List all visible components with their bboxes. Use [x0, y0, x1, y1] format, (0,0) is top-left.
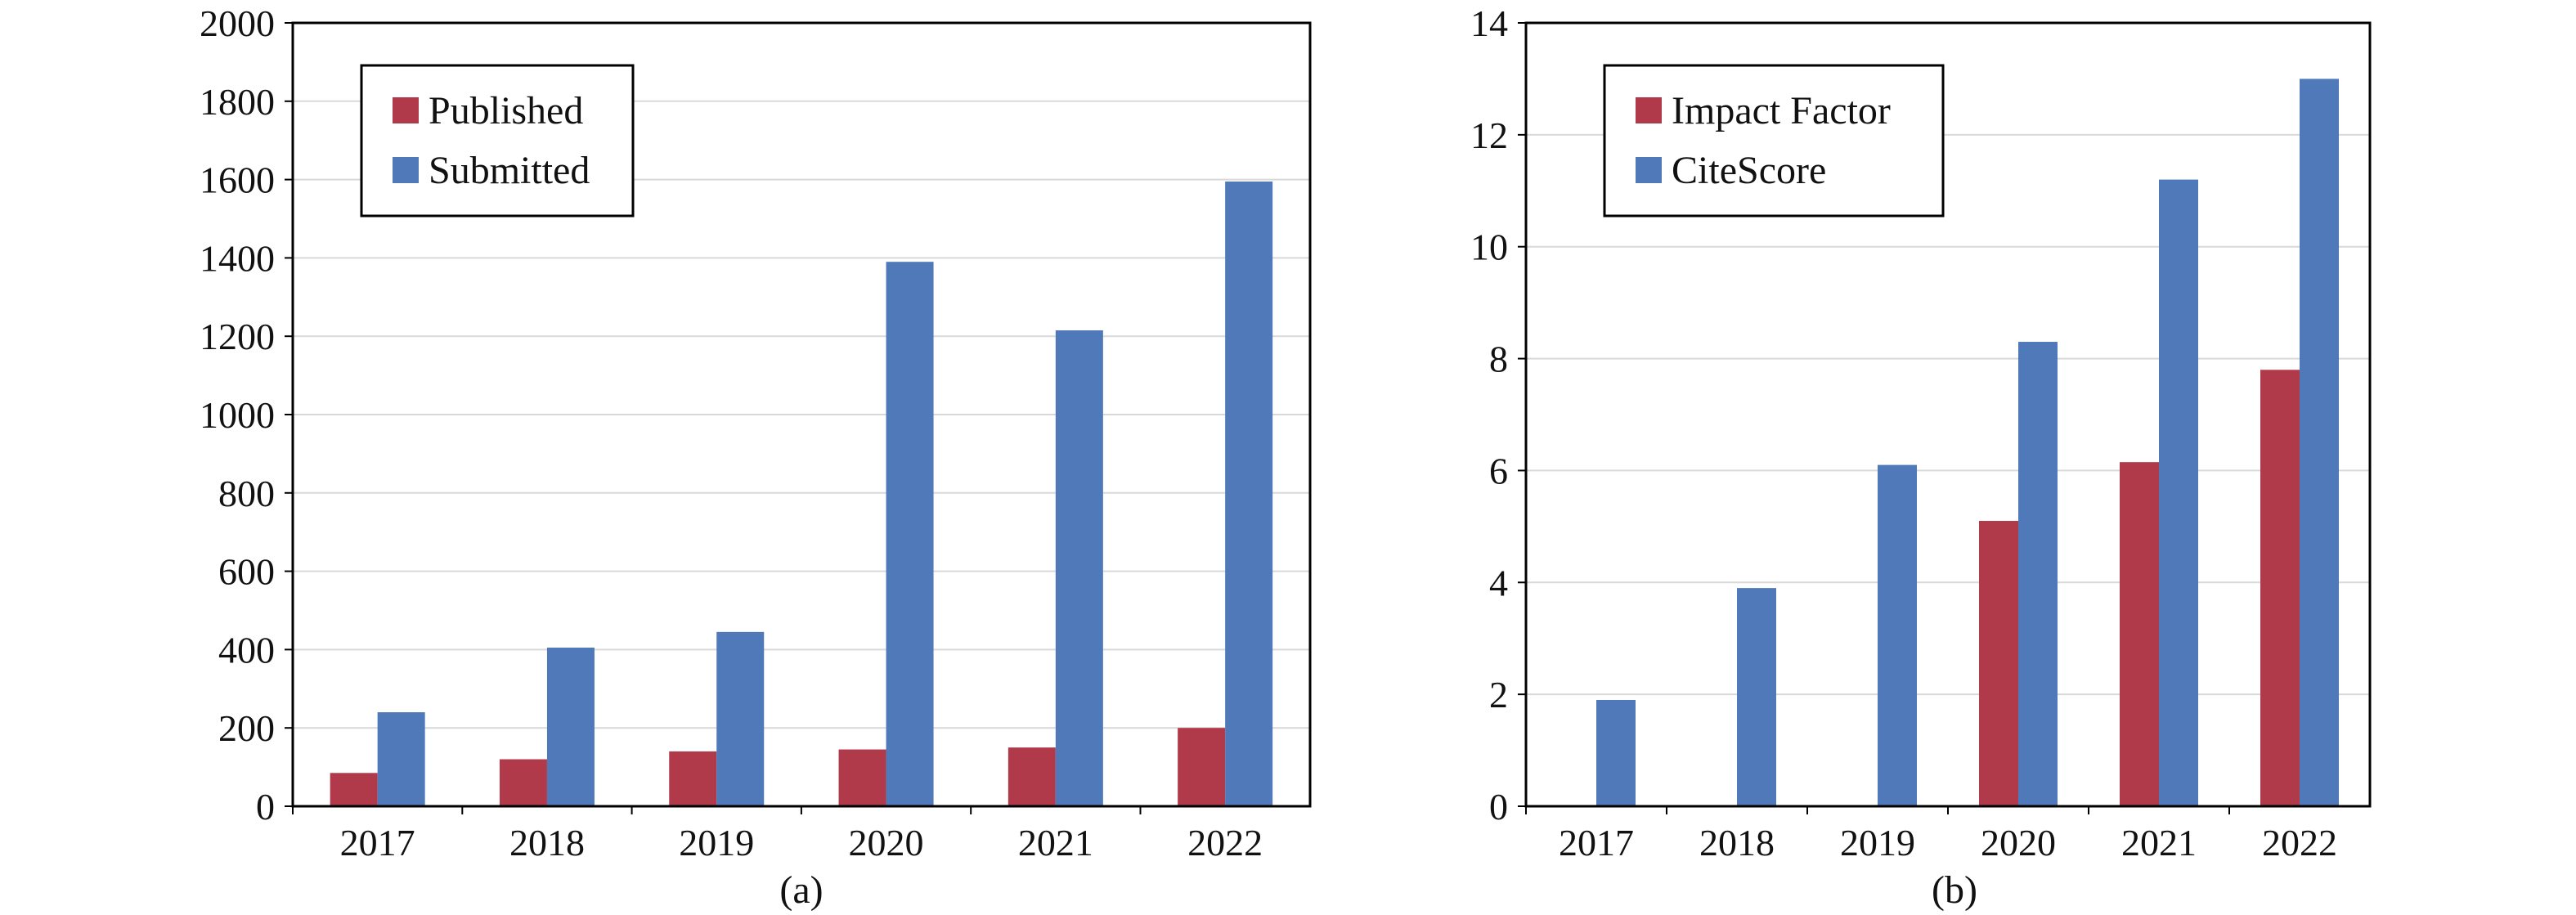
legend-box [1603, 64, 1945, 218]
bar-citescore-2018 [1737, 588, 1776, 806]
bar-citescore-2020 [2018, 342, 2058, 806]
x-tick-label: 2021 [1018, 822, 1093, 863]
chart-panel-b: 0 2 4 6 8 10 12 14 2017 2018 2019 2020 2021 2022 Impac… [1470, 2, 2372, 912]
y-tick-label: 0 [1489, 786, 1508, 828]
bar-impact-factor-2021 [2120, 462, 2159, 806]
bar-citescore-2021 [2159, 179, 2198, 807]
legend-label: Published [429, 89, 583, 132]
legend-box [360, 64, 635, 218]
y-tick-label: 10 [1470, 227, 1508, 268]
bar-impact-factor-2020 [1979, 521, 2018, 806]
chart-caption: (a) [779, 868, 823, 911]
y-tick-label: 8 [1489, 339, 1508, 380]
legend-swatch [1636, 97, 1662, 123]
bar-submitted-2021 [1055, 330, 1103, 806]
bar-submitted-2017 [377, 712, 425, 806]
x-tick-label: 2021 [2121, 822, 2197, 863]
y-tick-label: 1400 [200, 237, 275, 279]
y-tick-label: 1200 [200, 316, 275, 357]
legend-swatch [393, 157, 419, 183]
y-tick-label: 6 [1489, 450, 1508, 491]
bar-citescore-2022 [2300, 78, 2339, 806]
y-tick-label: 1000 [200, 394, 275, 436]
x-tick-label: 2020 [1981, 822, 2056, 863]
chart-panel-a: 0 200 400 600 800 1000 1200 1400 1600 1800 2000 201… [200, 2, 1312, 912]
plot-frame [291, 21, 1312, 808]
legend-swatch [393, 97, 419, 123]
x-tick-label: 2018 [1699, 822, 1775, 863]
bar-submitted-2019 [716, 631, 765, 806]
bar-published-2018 [499, 759, 547, 806]
bar-citescore-2017 [1596, 699, 1636, 806]
x-tick-label: 2019 [1840, 822, 1915, 863]
y-tick-label: 2000 [200, 2, 275, 44]
bar-impact-factor-2022 [2260, 370, 2300, 806]
x-tick-label: 2020 [849, 822, 924, 863]
y-tick-label: 2 [1489, 674, 1508, 715]
bar-submitted-2020 [886, 262, 934, 806]
bar-citescore-2019 [1878, 464, 1917, 806]
x-tick-label: 2022 [1187, 822, 1263, 863]
legend: Published Submitted [360, 64, 635, 218]
y-tick-label: 14 [1470, 2, 1508, 44]
bar-submitted-2022 [1225, 181, 1273, 806]
legend-label: Impact Factor [1672, 89, 1891, 132]
legend-label: CiteScore [1672, 149, 1826, 192]
x-tick-label: 2017 [340, 822, 415, 863]
chart-caption: (b) [1932, 868, 1977, 911]
y-tick-label: 200 [218, 707, 275, 749]
y-tick-label: 400 [218, 629, 275, 671]
y-tick-label: 800 [218, 473, 275, 514]
bar-published-2021 [1008, 747, 1056, 806]
bar-published-2020 [838, 749, 886, 806]
y-tick-label: 1800 [200, 81, 275, 123]
bar-published-2017 [330, 773, 378, 806]
legend-label: Submitted [429, 149, 590, 192]
bar-submitted-2018 [546, 648, 595, 806]
bar-published-2019 [669, 751, 717, 806]
x-tick-label: 2018 [509, 822, 585, 863]
plot-frame [1524, 21, 2372, 808]
y-tick-label: 1600 [200, 159, 275, 201]
x-tick-label: 2022 [2262, 822, 2337, 863]
y-tick-label: 0 [256, 786, 275, 828]
bar-published-2022 [1178, 728, 1226, 806]
x-tick-label: 2017 [1559, 822, 1634, 863]
legend-swatch [1636, 157, 1662, 183]
y-tick-label: 12 [1470, 114, 1508, 156]
y-tick-label: 600 [218, 551, 275, 593]
legend: Impact Factor CiteScore [1603, 64, 1945, 218]
y-tick-label: 4 [1489, 562, 1508, 603]
x-tick-label: 2019 [679, 822, 754, 863]
